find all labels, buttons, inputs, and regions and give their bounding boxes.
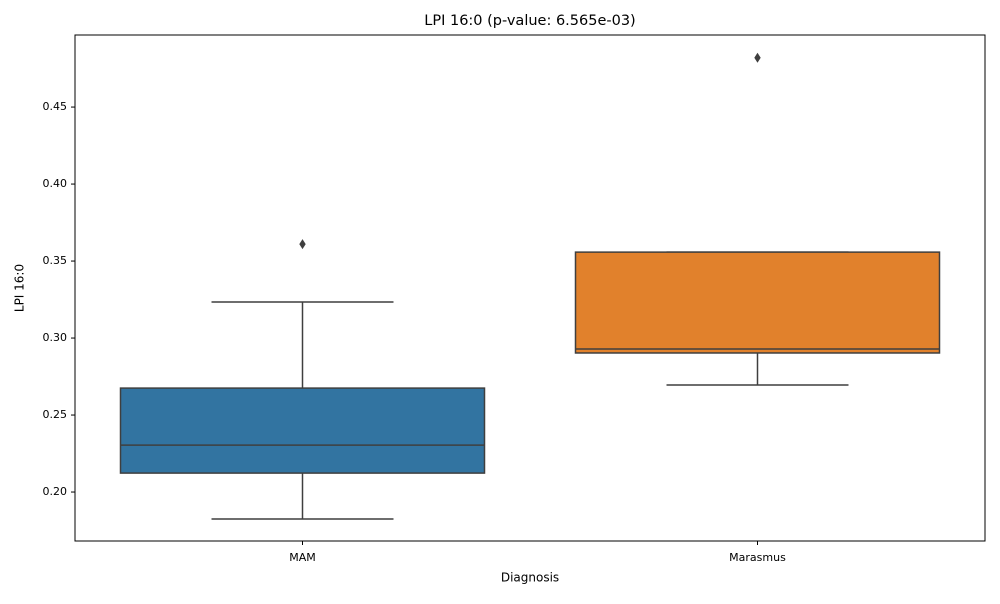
- x-tick-label: MAM: [289, 551, 316, 564]
- outlier: [299, 239, 306, 250]
- box: [119, 387, 486, 474]
- outlier: [754, 52, 761, 63]
- y-tick-label: 0.35: [43, 254, 68, 267]
- x-tick-label: Marasmus: [729, 551, 786, 564]
- chart-title: LPI 16:0 (p-value: 6.565e-03): [424, 13, 635, 29]
- y-tick-label: 0.25: [43, 408, 68, 421]
- y-tick-label: 0.40: [43, 177, 68, 190]
- x-axis-label: Diagnosis: [501, 571, 559, 585]
- plot-frame: [74, 34, 986, 542]
- box: [574, 251, 941, 354]
- y-axis-label: LPI 16:0: [13, 264, 27, 312]
- y-tick-label: 0.45: [43, 100, 68, 113]
- y-tick-label: 0.20: [43, 485, 68, 498]
- y-tick-label: 0.30: [43, 331, 68, 344]
